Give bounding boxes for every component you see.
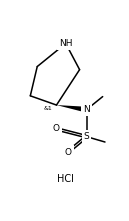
Polygon shape: [57, 105, 87, 112]
Text: &1: &1: [44, 106, 53, 111]
Text: O: O: [64, 148, 72, 156]
Text: HCl: HCl: [57, 174, 74, 184]
Text: N: N: [83, 105, 90, 114]
Text: S: S: [84, 132, 89, 141]
Text: O: O: [53, 124, 60, 133]
Text: NH: NH: [59, 39, 72, 48]
